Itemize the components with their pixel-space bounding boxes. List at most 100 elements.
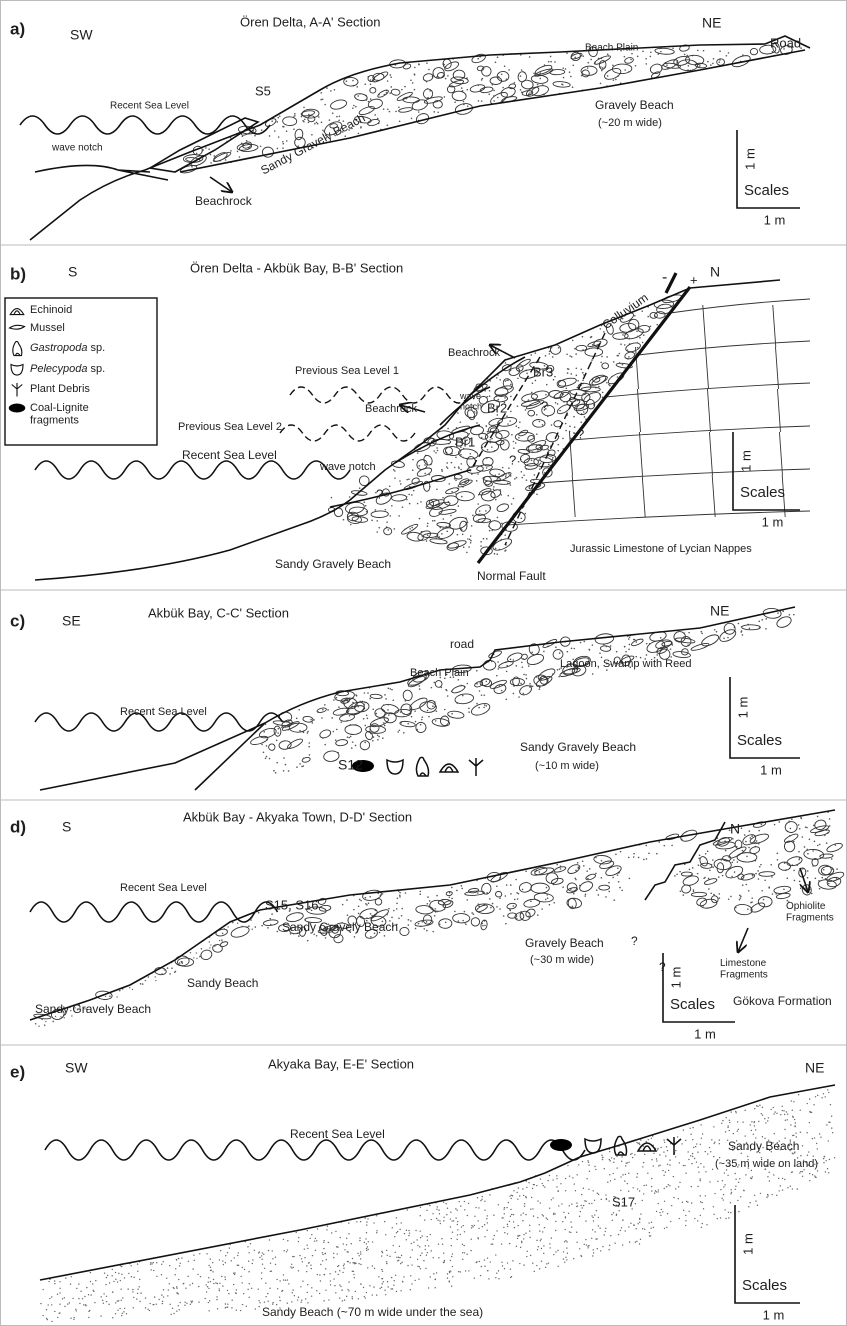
sand-grain	[464, 922, 466, 924]
sand-grain	[408, 1230, 409, 1231]
sand-grain	[184, 1302, 185, 1303]
sand-grain	[601, 877, 603, 879]
sand-grain	[330, 1280, 331, 1281]
sea-level	[35, 461, 350, 479]
sand-grain	[692, 867, 694, 869]
sand-grain	[208, 1277, 209, 1278]
sand-grain	[725, 1218, 726, 1219]
sand-grain	[404, 86, 406, 88]
sand-grain	[476, 412, 478, 414]
sand-grain	[117, 1309, 118, 1310]
sand-grain	[536, 1265, 537, 1266]
sand-grain	[170, 1314, 171, 1315]
sand-grain	[497, 97, 499, 99]
sand-grain	[389, 515, 391, 517]
sand-grain	[382, 1271, 383, 1272]
sand-grain	[436, 489, 438, 491]
sand-grain	[457, 412, 459, 414]
sand-grain	[835, 844, 837, 846]
sand-grain	[213, 1279, 214, 1280]
sand-grain	[569, 431, 571, 433]
sand-grain	[396, 1223, 397, 1224]
sand-grain	[112, 1317, 113, 1318]
sand-grain	[422, 921, 424, 923]
sand-grain	[450, 1218, 451, 1219]
sand-grain	[325, 1268, 326, 1269]
sand-grain	[526, 1187, 527, 1188]
sand-grain	[524, 1203, 525, 1204]
sand-grain	[270, 924, 272, 926]
sand-grain	[636, 641, 638, 643]
sand-grain	[809, 1180, 810, 1181]
sand-grain	[145, 980, 146, 981]
sand-grain	[238, 1265, 239, 1266]
pebble	[759, 871, 775, 876]
limestone-joint	[639, 432, 642, 475]
sand-grain	[338, 1265, 339, 1266]
sand-grain	[724, 1209, 725, 1210]
sand-grain	[723, 1199, 724, 1200]
sand-grain	[480, 1200, 481, 1201]
label-line: Fragments	[786, 912, 834, 923]
sand-grain	[83, 1304, 84, 1305]
sand-grain	[408, 478, 410, 480]
sand-grain	[298, 1241, 299, 1242]
sand-grain	[161, 973, 162, 974]
sand-grain	[748, 847, 750, 849]
sand-grain	[476, 703, 478, 705]
sand-grain	[176, 1292, 177, 1293]
sand-grain	[254, 135, 256, 137]
sand-grain	[692, 1127, 693, 1128]
sand-grain	[486, 467, 488, 469]
sand-grain	[798, 824, 800, 826]
sand-grain	[520, 1247, 521, 1248]
sand-grain	[621, 890, 623, 892]
sand-grain	[302, 1281, 303, 1282]
sand-grain	[107, 1275, 108, 1276]
sand-grain	[653, 1153, 654, 1154]
sand-grain	[363, 718, 365, 720]
sand-grain	[742, 1121, 743, 1122]
sand-grain	[388, 529, 390, 531]
sand-grain	[541, 908, 543, 910]
sand-grain	[533, 479, 535, 481]
sand-grain	[286, 130, 288, 132]
sand-grain	[419, 891, 421, 893]
sand-grain	[344, 1263, 345, 1264]
sand-grain	[477, 1197, 478, 1198]
sand-grain	[288, 1283, 289, 1284]
pebble	[717, 863, 724, 873]
sand-grain	[776, 1195, 777, 1196]
sand-grain	[698, 864, 700, 866]
sand-grain	[162, 1301, 163, 1302]
sand-grain	[484, 1236, 485, 1237]
label: (~20 m wide)	[598, 117, 662, 129]
sand-grain	[617, 376, 619, 378]
sand-grain	[811, 893, 813, 895]
sand-grain	[119, 990, 121, 992]
sand-grain	[664, 1188, 665, 1189]
sand-grain	[533, 73, 535, 75]
sand-grain	[505, 380, 507, 382]
sand-grain	[650, 56, 652, 58]
sand-grain	[807, 1155, 808, 1156]
sand-grain	[649, 1235, 650, 1236]
sand-grain	[634, 1154, 635, 1155]
sand-grain	[324, 104, 326, 106]
sand-grain	[666, 1146, 667, 1147]
pebble	[344, 77, 359, 86]
sand-grain	[410, 920, 412, 922]
sand-grain	[597, 1248, 598, 1249]
sand-grain	[498, 668, 500, 670]
sand-grain	[397, 731, 399, 733]
sand-grain	[464, 1252, 465, 1253]
sand-grain	[755, 873, 757, 875]
sand-grain	[722, 875, 724, 877]
sand-grain	[434, 1279, 435, 1280]
pebble	[750, 901, 766, 914]
sand-grain	[562, 438, 564, 440]
sand-grain	[171, 967, 173, 969]
sand-grain	[479, 690, 481, 692]
sand-grain	[574, 877, 576, 879]
sand-grain	[547, 1219, 548, 1220]
